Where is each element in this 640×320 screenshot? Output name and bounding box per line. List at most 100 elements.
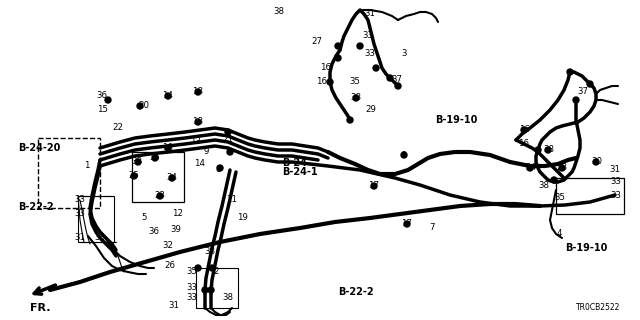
Circle shape bbox=[227, 149, 233, 155]
Text: 14: 14 bbox=[195, 159, 205, 169]
Circle shape bbox=[404, 221, 410, 227]
Text: 38: 38 bbox=[538, 181, 550, 190]
Text: B-22-2: B-22-2 bbox=[18, 202, 54, 212]
Text: 37: 37 bbox=[577, 87, 589, 97]
Text: 23: 23 bbox=[154, 191, 166, 201]
Circle shape bbox=[165, 145, 171, 151]
Circle shape bbox=[169, 175, 175, 181]
Text: 22: 22 bbox=[113, 124, 124, 132]
Circle shape bbox=[327, 79, 333, 85]
Text: 28: 28 bbox=[557, 164, 568, 172]
Text: 20: 20 bbox=[138, 100, 150, 109]
Circle shape bbox=[195, 89, 201, 95]
Text: 16: 16 bbox=[520, 125, 531, 134]
Circle shape bbox=[157, 193, 163, 199]
Text: B-24-1: B-24-1 bbox=[282, 167, 317, 177]
Text: 29: 29 bbox=[365, 106, 376, 115]
Text: 37: 37 bbox=[392, 76, 403, 84]
Circle shape bbox=[335, 43, 341, 49]
Circle shape bbox=[593, 159, 599, 165]
Text: 31: 31 bbox=[168, 301, 179, 310]
Text: 11: 11 bbox=[227, 196, 237, 204]
Text: 13: 13 bbox=[191, 138, 202, 147]
Circle shape bbox=[195, 265, 201, 271]
Text: TR0CB2522: TR0CB2522 bbox=[575, 303, 620, 312]
Text: 35: 35 bbox=[349, 77, 360, 86]
Text: 36: 36 bbox=[148, 228, 159, 236]
Text: 16: 16 bbox=[321, 63, 332, 73]
Circle shape bbox=[347, 117, 353, 123]
Text: 16: 16 bbox=[317, 77, 328, 86]
Text: 27: 27 bbox=[312, 37, 323, 46]
Bar bbox=[196, 268, 238, 308]
Text: 2: 2 bbox=[213, 268, 219, 276]
Text: 3: 3 bbox=[401, 50, 407, 59]
Text: 36: 36 bbox=[97, 92, 108, 100]
Circle shape bbox=[135, 159, 141, 165]
Circle shape bbox=[105, 97, 111, 103]
Text: 14: 14 bbox=[163, 92, 173, 100]
Circle shape bbox=[165, 93, 171, 99]
Circle shape bbox=[401, 152, 407, 158]
Bar bbox=[38, 138, 100, 208]
Text: 16: 16 bbox=[518, 140, 529, 148]
Text: 38: 38 bbox=[351, 93, 362, 102]
Text: 33: 33 bbox=[365, 50, 376, 59]
Text: 1: 1 bbox=[84, 161, 90, 170]
Circle shape bbox=[152, 155, 158, 161]
Text: 33: 33 bbox=[611, 191, 621, 201]
Text: 38: 38 bbox=[95, 234, 106, 243]
Circle shape bbox=[567, 69, 573, 75]
Circle shape bbox=[573, 97, 579, 103]
Text: 31: 31 bbox=[365, 10, 376, 19]
Bar bbox=[132, 152, 184, 202]
Circle shape bbox=[357, 43, 363, 49]
Text: 12: 12 bbox=[173, 210, 184, 219]
Text: 15: 15 bbox=[97, 106, 109, 115]
Text: 32: 32 bbox=[163, 242, 173, 251]
Circle shape bbox=[527, 165, 533, 171]
Text: 35: 35 bbox=[150, 154, 161, 163]
Text: 5: 5 bbox=[141, 213, 147, 222]
Text: B-19-10: B-19-10 bbox=[565, 243, 607, 253]
Text: 21: 21 bbox=[223, 135, 234, 145]
Circle shape bbox=[131, 173, 137, 179]
Text: 35: 35 bbox=[186, 268, 198, 276]
Circle shape bbox=[195, 119, 201, 125]
Circle shape bbox=[559, 165, 565, 171]
Circle shape bbox=[521, 127, 527, 133]
Text: 19: 19 bbox=[237, 213, 248, 222]
Text: 30: 30 bbox=[591, 157, 602, 166]
Circle shape bbox=[545, 147, 551, 153]
Text: 33: 33 bbox=[611, 178, 621, 187]
Circle shape bbox=[535, 147, 541, 153]
Circle shape bbox=[587, 81, 593, 87]
Text: 33: 33 bbox=[362, 31, 374, 41]
Text: 8: 8 bbox=[215, 165, 221, 174]
Circle shape bbox=[208, 287, 214, 293]
Text: 38: 38 bbox=[223, 293, 234, 302]
Bar bbox=[78, 196, 114, 242]
Text: 17: 17 bbox=[369, 181, 380, 190]
Bar bbox=[556, 178, 624, 214]
Text: 38: 38 bbox=[131, 157, 143, 166]
Text: 33: 33 bbox=[74, 196, 86, 204]
Text: 24: 24 bbox=[525, 164, 536, 172]
Circle shape bbox=[387, 75, 393, 81]
Circle shape bbox=[335, 55, 341, 61]
Circle shape bbox=[551, 177, 557, 183]
Text: B-24: B-24 bbox=[282, 158, 307, 168]
Text: 33: 33 bbox=[186, 284, 198, 292]
Text: 33: 33 bbox=[74, 210, 86, 219]
Circle shape bbox=[209, 265, 215, 271]
Circle shape bbox=[353, 95, 359, 101]
Circle shape bbox=[217, 165, 223, 171]
Text: 26: 26 bbox=[164, 261, 175, 270]
Text: 18: 18 bbox=[193, 117, 204, 126]
Text: 7: 7 bbox=[429, 223, 435, 233]
Text: 9: 9 bbox=[204, 148, 209, 156]
Circle shape bbox=[371, 183, 377, 189]
Text: 31: 31 bbox=[609, 165, 621, 174]
Text: 31: 31 bbox=[74, 234, 86, 243]
Text: 6: 6 bbox=[400, 150, 406, 159]
